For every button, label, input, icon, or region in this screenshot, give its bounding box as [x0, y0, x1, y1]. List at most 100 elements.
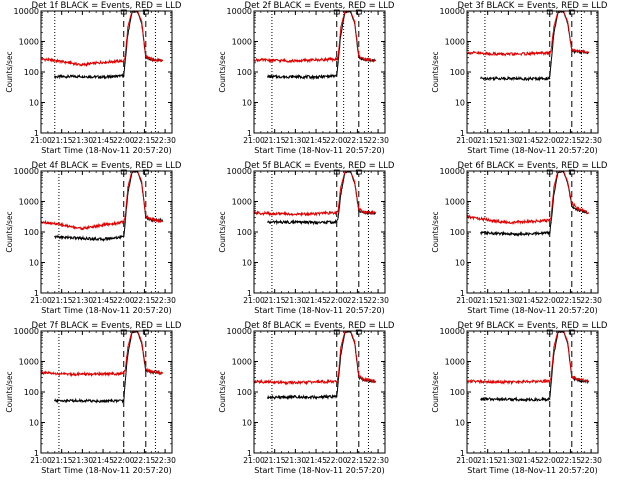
x-tick-label: 21:15	[51, 136, 73, 145]
y-tick-label: 100	[237, 388, 252, 397]
x-tick-label: 22:15	[134, 296, 156, 305]
lld-data-point	[487, 53, 489, 55]
lld-data-point	[127, 186, 129, 188]
lld-data-point	[150, 58, 152, 60]
lld-series-line	[467, 331, 589, 386]
x-axis-label: Start Time (18-Nov-11 20:57:20)	[467, 146, 597, 155]
y-tick-label: 1	[460, 449, 465, 458]
x-tick-label: 21:45	[518, 296, 540, 305]
x-tick-label: 22:15	[560, 136, 582, 145]
x-tick-label: 22:00	[539, 296, 561, 305]
events-data-point	[102, 400, 104, 402]
x-tick-label: 22:00	[326, 136, 348, 145]
y-axis-label: Counts/sec	[5, 51, 14, 92]
x-tick-label: 22:15	[134, 136, 156, 145]
plot-frame	[466, 170, 599, 294]
panel-title: Det 5f BLACK = Events, RED = LLD	[245, 161, 395, 171]
lld-data-point	[127, 26, 129, 28]
events-data-point	[337, 216, 339, 219]
y-tick-label: 10	[455, 419, 465, 428]
y-tick-label: 100	[237, 68, 252, 77]
x-tick-label: 21:15	[264, 296, 286, 305]
x-axis-label: Start Time (18-Nov-11 20:57:20)	[41, 146, 171, 155]
lld-data-point	[141, 180, 143, 183]
marker-flag	[142, 169, 149, 175]
x-tick-label: 21:00	[243, 456, 265, 465]
x-tick-label: 21:00	[30, 456, 52, 465]
lld-data-point	[161, 372, 163, 374]
x-tick-label: 22:30	[580, 296, 602, 305]
marker-flag	[142, 9, 149, 15]
lld-data-point	[81, 64, 83, 66]
events-data-point	[337, 382, 339, 384]
x-tick-label: 22:30	[367, 296, 389, 305]
plot-frame	[253, 10, 386, 134]
lld-data-point	[507, 53, 509, 55]
lld-data-point	[102, 224, 104, 226]
x-tick-label: 21:45	[518, 456, 540, 465]
events-data-point	[549, 232, 551, 234]
lld-data-point	[340, 26, 342, 28]
lld-data-point	[363, 211, 365, 213]
events-data-point	[507, 77, 509, 79]
x-tick-label: 22:30	[580, 136, 602, 145]
x-tick-label: 21:00	[456, 136, 478, 145]
events-data-point	[54, 400, 56, 402]
y-tick-label: 1	[34, 129, 39, 138]
events-data-point	[124, 222, 126, 224]
y-tick-label: 1000	[19, 38, 39, 47]
lld-data-point	[567, 180, 569, 183]
lld-data-point	[141, 20, 143, 23]
plot-frame	[40, 330, 173, 454]
events-data-point	[337, 62, 339, 64]
x-tick-label: 22:00	[326, 296, 348, 305]
lld-data-point	[576, 50, 578, 52]
x-tick-label: 22:30	[367, 456, 389, 465]
lld-data-point	[567, 20, 569, 23]
events-data-point	[124, 62, 126, 64]
detector-panel: Det 1f BLACK = Events, RED = LLD 1 10 100 10…	[5, 1, 182, 155]
lld-data-point	[571, 48, 573, 51]
lld-data-point	[145, 55, 147, 57]
lld-data-point	[358, 208, 360, 211]
lld-data-point	[550, 216, 552, 219]
x-tick-label: 22:30	[154, 456, 176, 465]
lld-series-line	[41, 171, 163, 231]
y-axis-label: Counts/sec	[218, 211, 227, 252]
marker-flag	[355, 169, 362, 175]
panel-title: Det 7f BLACK = Events, RED = LLD	[32, 321, 182, 331]
events-data-point	[549, 77, 551, 79]
x-tick-label: 22:15	[347, 136, 369, 145]
x-tick-label: 22:00	[113, 136, 135, 145]
lld-data-point	[553, 186, 555, 188]
events-data-point	[336, 396, 338, 398]
lld-data-point	[374, 380, 376, 383]
marker-flag	[142, 329, 149, 335]
events-data-point	[54, 236, 56, 238]
lld-data-point	[123, 60, 125, 62]
detector-panel: Det 2f BLACK = Events, RED = LLD 1 10 100 10…	[218, 1, 395, 155]
lld-data-point	[549, 52, 551, 54]
detector-panel: Det 3f BLACK = Events, RED = LLD 1 10 100 10…	[431, 1, 608, 155]
lld-data-point	[124, 370, 126, 372]
lld-data-point	[150, 218, 152, 220]
y-axis-label: Counts/sec	[218, 51, 227, 92]
lld-data-point	[81, 227, 83, 230]
y-tick-label: 100	[450, 68, 465, 77]
y-tick-label: 10000	[227, 327, 252, 336]
events-data-point	[123, 400, 125, 402]
lld-data-point	[374, 212, 376, 214]
y-tick-label: 1	[247, 449, 252, 458]
lld-data-point	[315, 59, 317, 61]
y-tick-label: 10	[455, 259, 465, 268]
panel-title: Det 6f BLACK = Events, RED = LLD	[458, 161, 608, 171]
y-tick-label: 1	[34, 289, 39, 298]
lld-data-point	[141, 340, 143, 343]
x-tick-label: 21:30	[498, 296, 520, 305]
y-tick-label: 1000	[445, 358, 465, 367]
y-tick-label: 1000	[19, 358, 39, 367]
lld-data-point	[127, 346, 129, 348]
lld-data-point	[102, 61, 104, 63]
lld-data-point	[354, 340, 356, 343]
y-tick-label: 10000	[14, 327, 39, 336]
